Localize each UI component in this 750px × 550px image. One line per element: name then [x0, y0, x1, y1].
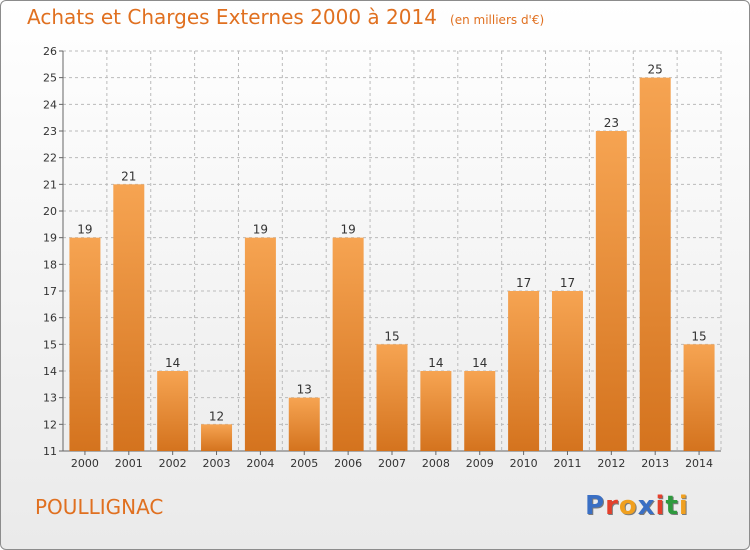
data-labels: 19 21 14 12 19 13 19 15 14 14 17 17 23 25 15 — [77, 63, 706, 424]
bar-2006 — [332, 237, 364, 451]
bar-2010 — [508, 291, 540, 451]
bar-2005 — [288, 397, 320, 451]
bar-2004 — [244, 237, 276, 451]
x-tick-label-2007: 2007 — [378, 457, 406, 470]
x-tick-label-2002: 2002 — [159, 457, 187, 470]
y-tick-label: 19 — [43, 232, 57, 245]
y-tick-label: 15 — [43, 338, 57, 351]
x-tick-label-2014: 2014 — [685, 457, 713, 470]
y-tick-label: 11 — [43, 445, 57, 458]
x-tick-label-2009: 2009 — [466, 457, 494, 470]
bar-2014 — [683, 344, 715, 451]
logo-letter: i — [678, 491, 689, 521]
bar-2009 — [464, 371, 496, 451]
logo-letter: P — [585, 491, 606, 521]
y-tick-label: 26 — [43, 45, 57, 58]
commune-name: POULLIGNAC — [35, 495, 164, 519]
y-tick-label: 20 — [43, 205, 57, 218]
data-label-2008: 14 — [428, 356, 443, 370]
bars — [69, 77, 715, 452]
bar-2000 — [69, 237, 101, 451]
y-tick-label: 23 — [43, 125, 57, 138]
logo-letter: t — [665, 491, 679, 521]
chart-title: Achats et Charges Externes 2000 à 2014 — [27, 5, 437, 29]
y-tick-label: 18 — [43, 258, 57, 271]
logo-letter: o — [618, 491, 638, 521]
x-tick-label-2005: 2005 — [290, 457, 318, 470]
x-tick-label-2013: 2013 — [641, 457, 669, 470]
data-label-2011: 17 — [560, 276, 575, 290]
x-tick-label-2006: 2006 — [334, 457, 362, 470]
bar-2008 — [420, 371, 452, 451]
bar-2007 — [376, 344, 408, 451]
bar-2012 — [595, 131, 627, 451]
x-tick-label-2003: 2003 — [203, 457, 231, 470]
data-label-2014: 15 — [691, 329, 706, 343]
y-tick-label: 14 — [43, 365, 57, 378]
y-tick-label: 12 — [43, 418, 57, 431]
proxiti-logo: Proxiti — [585, 491, 689, 521]
y-tick-label: 25 — [43, 72, 57, 85]
bar-2013 — [639, 77, 671, 452]
data-label-2000: 19 — [77, 223, 92, 237]
chart-subtitle: (en milliers d'€) — [450, 13, 545, 27]
x-tick-label-2008: 2008 — [422, 457, 450, 470]
y-tick-label: 22 — [43, 152, 57, 165]
y-tick-label: 21 — [43, 178, 57, 191]
data-label-2005: 13 — [297, 383, 312, 397]
x-tick-label-2000: 2000 — [71, 457, 99, 470]
data-label-2001: 21 — [121, 169, 136, 183]
data-label-2012: 23 — [604, 116, 619, 130]
data-label-2003: 12 — [209, 409, 224, 423]
data-label-2002: 14 — [165, 356, 180, 370]
data-label-2007: 15 — [384, 329, 399, 343]
x-tick-label-2001: 2001 — [115, 457, 143, 470]
logo-letter: i — [655, 491, 666, 521]
x-tick-label-2012: 2012 — [597, 457, 625, 470]
data-label-2010: 17 — [516, 276, 531, 290]
bar-2003 — [201, 424, 233, 451]
bar-2001 — [113, 184, 145, 452]
data-label-2013: 25 — [648, 63, 663, 77]
bar-2002 — [157, 371, 189, 451]
y-tick-label: 17 — [43, 285, 57, 298]
y-tick-label: 16 — [43, 312, 57, 325]
data-label-2006: 19 — [340, 223, 355, 237]
y-tick-label: 24 — [43, 98, 57, 111]
data-label-2004: 19 — [253, 223, 268, 237]
title-row: Achats et Charges Externes 2000 à 2014 (… — [27, 5, 544, 29]
x-tick-label-2010: 2010 — [510, 457, 538, 470]
bar-2011 — [551, 291, 583, 451]
logo-letter: x — [637, 491, 656, 521]
y-tick-label: 13 — [43, 392, 57, 405]
x-tick-label-2004: 2004 — [246, 457, 274, 470]
logo-letter: r — [605, 491, 619, 521]
data-label-2009: 14 — [472, 356, 487, 370]
x-tick-label-2011: 2011 — [553, 457, 581, 470]
